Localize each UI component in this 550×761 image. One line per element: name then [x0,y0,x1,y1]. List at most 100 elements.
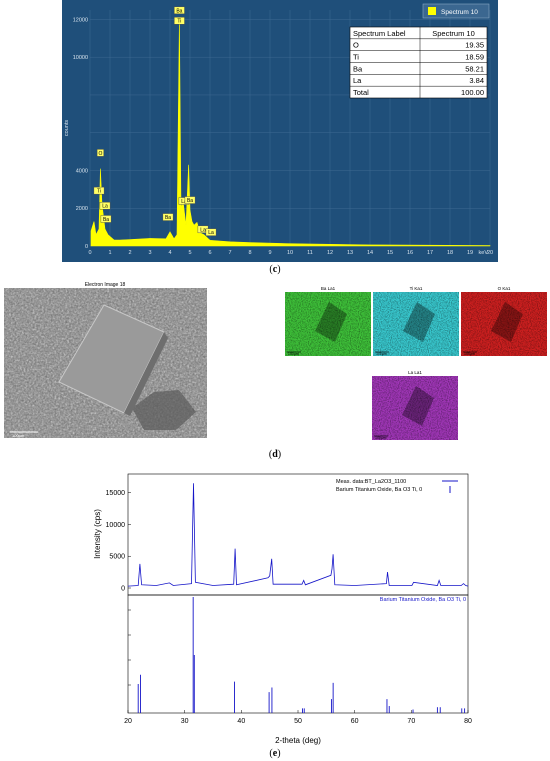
eds-x-tick-7: 7 [228,250,231,256]
table-cell-label-3: Ba [353,64,363,73]
eds-x-tick-1: 1 [108,250,111,256]
table-cell-value-1: 19.35 [465,41,484,50]
xrd-y-tick-2: 10000 [106,522,126,529]
xrd-x-tick-2: 40 [237,718,245,725]
eds-legend-swatch [428,7,436,15]
xrd-measured-line [127,483,469,587]
eds-peak-label-8: Ba [187,198,193,204]
eds-x-tick-0: 0 [88,250,91,256]
eds-peak-label-box-1 [174,17,185,25]
xrd-x-tick-0: 20 [124,718,132,725]
eds-peak-label-box-5 [100,215,112,223]
eds-peak-label-3: Ti [97,189,101,195]
eds-x-tick-8: 8 [248,250,251,256]
caption-d: (d) [268,449,282,460]
xrd-x-tick-3: 50 [294,718,302,725]
caption-e: (e) [269,748,281,759]
xrd-x-tick-6: 80 [464,718,472,725]
crystal-shadow [132,390,196,430]
table-cell-value-3: 58.21 [465,64,484,73]
table-cell-label-1: O [353,41,359,50]
xrd-x-tick-5: 70 [407,718,415,725]
xrd-y-tick-1: 5000 [109,554,125,561]
electron-image-panel: Electron Image 18 100µm [4,280,207,438]
eds-x-tick-4: 4 [168,250,171,256]
eds-x-tick-16: 16 [407,250,413,256]
eds-legend: Spectrum 10 [422,3,490,19]
element-map-scale-1: 100µm [376,352,387,356]
eds-x-tick-14: 14 [367,250,373,256]
eds-x-tick-5: 5 [188,250,191,256]
eds-peak-label-1: Ti [177,19,181,25]
xrd-y-tick-3: 15000 [106,490,126,497]
table-cell-value-5: 100.00 [461,88,484,97]
eds-x-tick-12: 12 [327,250,333,256]
table-cell-label-5: Total [353,88,369,97]
eds-y-tick-4: 12000 [73,17,88,23]
element-map-title-2: O Ka1 [498,286,511,291]
xrd-reference-label: Barium Titanium Oxide, Ba O3 Ti, 0 [380,597,466,603]
eds-xlabel: keV [479,250,489,256]
eds-peak-label-4: La [102,204,108,210]
eds-x-tick-2: 2 [128,250,131,256]
electron-scale-label: 100µm [12,433,25,438]
xrd-y-tick-0: 0 [121,586,125,593]
table-cell-label-2: Ti [353,53,359,62]
eds-peak-label-box-6 [162,213,174,221]
eds-peak-label-box-10 [205,228,217,236]
eds-x-tick-9: 9 [268,250,271,256]
eds-peak-label-10: La [208,230,214,236]
eds-x-tick-17: 17 [427,250,433,256]
eds-x-tick-19: 19 [467,250,473,256]
eds-peak-label-2: O [98,151,102,157]
table-cell-label-4: La [353,76,362,85]
element-map-2: O Ka1 100µm [461,286,547,356]
eds-y-tick-2: 4000 [76,168,88,174]
eds-peak-label-box-4 [99,202,111,210]
eds-x-tick-11: 11 [307,250,313,256]
xrd-reference-frame [127,594,469,714]
element-map-scale-2: 100µm [464,352,475,356]
eds-ylabel: counts [64,120,70,136]
eds-x-tick-15: 15 [387,250,393,256]
element-map-scale-3: 100µm [375,436,386,440]
eds-peak-label-7: La [181,199,187,205]
xrd-x-tick-4: 60 [351,718,359,725]
electron-image-title: Electron Image 18 [85,282,126,288]
eds-x-tick-18: 18 [447,250,453,256]
eds-x-tick-13: 13 [347,250,353,256]
element-map-scale-0: 100µm [288,352,299,356]
eds-peak-label-0: Ba [176,8,182,14]
eds-y-tick-3: 10000 [73,55,88,61]
eds-y-tick-1: 2000 [76,206,88,212]
caption-c: (c) [269,264,281,275]
eds-peak-label-box-0 [174,6,185,15]
xrd-ylabel: Intensity (cps) [93,509,102,559]
table-cell-value-2: 18.59 [465,53,484,62]
xrd-xlabel: 2-theta (deg) [275,736,321,745]
eds-peak-label-6: Ba [165,215,171,221]
table-cell-label-0: Spectrum Label [353,29,406,38]
element-map-1: Ti Ka1 100µm [373,286,459,356]
eds-peak-label-box-3 [93,186,105,195]
element-map-0: Ba La1 100µm [285,286,371,356]
xrd-legend-reference: Barium Titanium Oxide, Ba O3 Ti, 0 [336,487,422,493]
eds-peak-label-box-8 [184,196,196,204]
xrd-legend: Meas. data:BT_La2O3_1100 Barium Titanium… [336,479,458,493]
element-map-title-3: La La1 [408,370,422,375]
eds-peak-label-5: Ba [103,217,109,223]
eds-peak-label-9: La [200,227,206,233]
xrd-panel: 0 5000 10000 15000 20 30 40 50 60 70 80 Intensity … [93,473,472,745]
element-map-3: La La1 100µm [372,370,458,440]
eds-x-tick-20: 20 [487,250,493,256]
xrd-x-tick-1: 30 [181,718,189,725]
eds-peak-label-box-2 [96,149,104,157]
table-cell-value-4: 3.84 [469,76,484,85]
element-maps-panel: Ba La1 100µm Ti Ka1 100µm O Ka1 100µm La La1 10… [285,286,547,440]
xrd-legend-measured: Meas. data:BT_La2O3_1100 [336,479,406,485]
eds-x-tick-10: 10 [287,250,293,256]
eds-legend-label: Spectrum 10 [441,9,478,16]
table-cell-value-0: Spectrum 10 [432,29,475,38]
eds-x-tick-6: 6 [208,250,211,256]
element-map-title-1: Ti Ka1 [410,286,423,291]
